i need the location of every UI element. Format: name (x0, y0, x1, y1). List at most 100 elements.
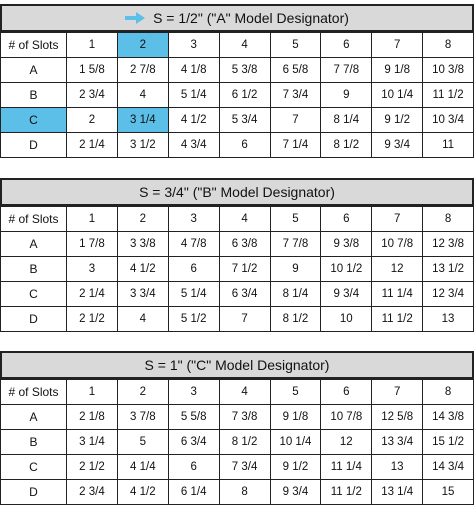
table-cell: 6 5/8 (269, 57, 322, 83)
row-header: D (0, 479, 67, 505)
table-cell: 2 3/4 (66, 82, 118, 108)
table-cell: 3 3/4 (116, 281, 169, 307)
table-cell: 7 (218, 306, 271, 332)
section-c: S = 1" ("C" Model Designator) # of Slots… (0, 351, 474, 505)
table-cell: 9 (269, 256, 322, 282)
section-a-table: # of Slots 1 2 3 4 5 6 7 8 A 1 5/8 2 7/8… (0, 32, 474, 158)
table-cell: 11 1/4 (320, 454, 373, 480)
row-header: D (0, 306, 67, 332)
table-cell: 9 1/8 (269, 404, 322, 430)
table-row: C 2 1/4 3 3/4 5 1/4 6 3/4 8 1/4 9 3/4 11… (0, 281, 474, 307)
column-header: 6 (320, 32, 373, 58)
header-row: # of Slots 1 2 3 4 5 6 7 8 (0, 379, 474, 405)
column-header: 4 (218, 206, 271, 232)
column-header: 5 (269, 379, 322, 405)
row-header-highlighted: C (0, 107, 67, 133)
table-cell: 5 3/8 (218, 57, 271, 83)
table-cell: 4 3/4 (167, 132, 220, 158)
table-cell: 13 1/2 (422, 256, 474, 282)
table-cell: 2 1/2 (66, 454, 118, 480)
table-cell: 11 1/2 (371, 306, 424, 332)
table-cell: 7 3/4 (218, 454, 271, 480)
table-cell: 9 3/4 (269, 479, 322, 505)
section-b-banner: S = 3/4" ("B" Model Designator) (0, 178, 474, 206)
table-cell: 10 1/2 (320, 256, 373, 282)
table-cell: 4 1/2 (116, 256, 169, 282)
table-cell: 7 1/2 (218, 256, 271, 282)
table-cell: 7 (269, 107, 322, 133)
column-header: 8 (422, 32, 474, 58)
table-cell: 7 1/4 (269, 132, 322, 158)
column-header: 7 (371, 206, 424, 232)
column-header: 4 (218, 32, 271, 58)
table-cell: 10 7/8 (320, 404, 373, 430)
column-header: 3 (167, 379, 220, 405)
row-header: A (0, 57, 67, 83)
right-arrow-icon (125, 12, 146, 24)
table-cell: 7 7/8 (269, 231, 322, 257)
table-cell: 5 3/4 (218, 107, 271, 133)
table-cell: 8 1/2 (218, 429, 271, 455)
table-cell: 7 7/8 (320, 57, 373, 83)
corner-cell: # of Slots (0, 32, 67, 58)
table-cell: 2 1/2 (66, 306, 118, 332)
column-header: 2 (116, 379, 169, 405)
table-cell: 7 3/8 (218, 404, 271, 430)
table-cell: 12 (371, 256, 424, 282)
table-row: D 2 1/2 4 5 1/2 7 8 1/2 10 11 1/2 13 (0, 306, 474, 332)
table-cell: 3 1/4 (66, 429, 118, 455)
column-header: 5 (269, 32, 322, 58)
table-row: A 1 7/8 3 3/8 4 7/8 6 3/8 7 7/8 9 3/8 10… (0, 231, 474, 257)
table-cell: 8 1/2 (269, 306, 322, 332)
table-cell: 6 (167, 256, 220, 282)
table-cell: 10 3/8 (422, 57, 474, 83)
table-cell: 13 (422, 306, 474, 332)
table-cell: 6 3/4 (167, 429, 220, 455)
table-row: B 3 4 1/2 6 7 1/2 9 10 1/2 12 13 1/2 (0, 256, 474, 282)
table-cell: 2 1/4 (66, 132, 118, 158)
table-cell: 6 3/4 (218, 281, 271, 307)
table-row: B 3 1/4 5 6 3/4 8 1/2 10 1/4 12 13 3/4 1… (0, 429, 474, 455)
table-cell: 5 1/4 (167, 82, 220, 108)
table-cell: 2 3/4 (66, 479, 118, 505)
column-header: 8 (422, 206, 474, 232)
table-cell: 3 3/8 (116, 231, 169, 257)
row-header: D (0, 132, 67, 158)
table-cell: 11 (422, 132, 474, 158)
table-row: A 2 1/8 3 7/8 5 5/8 7 3/8 9 1/8 10 7/8 1… (0, 404, 474, 430)
table-cell: 9 3/4 (320, 281, 373, 307)
table-cell: 9 1/2 (269, 454, 322, 480)
table-cell: 2 7/8 (116, 57, 169, 83)
table-cell: 6 (218, 132, 271, 158)
column-header: 1 (66, 32, 118, 58)
table-cell: 15 1/2 (422, 429, 474, 455)
table-cell: 10 3/4 (422, 107, 474, 133)
table-cell: 1 5/8 (66, 57, 118, 83)
column-header: 8 (422, 379, 474, 405)
column-header: 2 (116, 206, 169, 232)
table-cell: 9 1/2 (371, 107, 424, 133)
table-cell: 12 3/4 (422, 281, 474, 307)
table-cell: 5 (116, 429, 169, 455)
table-cell: 13 3/4 (371, 429, 424, 455)
table-cell: 12 (320, 429, 373, 455)
table-cell: 11 1/2 (320, 479, 373, 505)
section-c-banner: S = 1" ("C" Model Designator) (0, 351, 474, 379)
row-header: B (0, 256, 67, 282)
header-row: # of Slots 1 2 3 4 5 6 7 8 (0, 206, 474, 232)
table-cell: 9 3/8 (320, 231, 373, 257)
table-cell: 9 3/4 (371, 132, 424, 158)
column-header-highlighted: 2 (116, 32, 169, 58)
table-cell: 8 1/2 (320, 132, 373, 158)
table-row: C 2 1/2 4 1/4 6 7 3/4 9 1/2 11 1/4 13 14… (0, 454, 474, 480)
section-c-title: S = 1" ("C" Model Designator) (144, 357, 330, 373)
table-cell: 12 5/8 (371, 404, 424, 430)
column-header: 7 (371, 32, 424, 58)
table-cell: 7 3/4 (269, 82, 322, 108)
corner-cell: # of Slots (0, 379, 67, 405)
table-cell: 8 1/4 (269, 281, 322, 307)
table-cell: 10 1/4 (371, 82, 424, 108)
table-cell: 10 1/4 (269, 429, 322, 455)
row-header: C (0, 281, 67, 307)
table-cell: 2 1/8 (66, 404, 118, 430)
